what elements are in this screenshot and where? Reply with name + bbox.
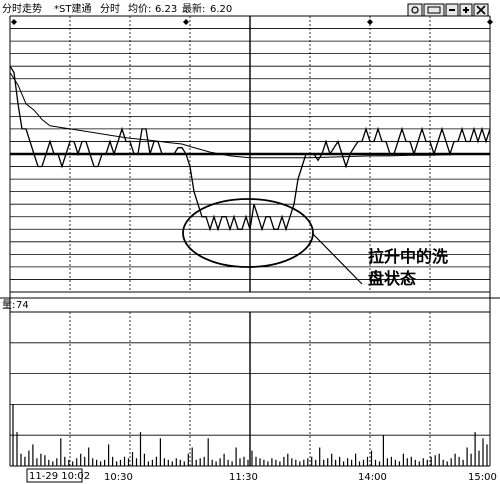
annotation-line-1: 拉升中的洗	[368, 247, 448, 266]
annotation-line-2: 盘状态	[368, 269, 416, 288]
event-marker	[487, 19, 493, 25]
time-tick-1400: 14:00	[358, 472, 387, 483]
event-markers	[11, 19, 493, 25]
event-marker	[183, 19, 189, 25]
average-price-line	[9, 72, 490, 159]
settings-icon[interactable]	[407, 3, 423, 17]
volume-bars	[12, 404, 488, 466]
close-icon[interactable]	[473, 3, 489, 17]
header-latest-label: 最新:	[182, 2, 205, 15]
volume-latest-value: 74	[16, 300, 29, 311]
volume-label: 量:	[2, 299, 15, 311]
chart-grid	[0, 15, 500, 467]
annotation-ellipse	[182, 198, 314, 268]
minus-icon[interactable]	[445, 3, 459, 17]
header-avg-label: 均价:	[128, 3, 151, 15]
time-tick-1130: 11:30	[229, 472, 258, 483]
annotation-pointer	[311, 232, 363, 285]
event-marker	[367, 19, 373, 25]
event-marker	[11, 19, 17, 25]
header-latest-value: 6.20	[210, 4, 232, 15]
date-label: 11-29 10:02	[29, 471, 90, 482]
plus-icon[interactable]	[459, 3, 473, 17]
header-avg-value: 6.23	[155, 4, 177, 15]
date-box	[26, 468, 83, 483]
time-tick-1500: 15:00	[468, 472, 497, 483]
header-mode: 分时走势	[2, 2, 42, 15]
window-icon[interactable]	[423, 3, 445, 17]
header-section: 分时	[100, 3, 120, 15]
header-stock: *ST建通	[54, 2, 91, 15]
time-tick-1030: 10:30	[104, 472, 133, 483]
price-line	[9, 65, 491, 232]
toolbar	[407, 3, 489, 17]
